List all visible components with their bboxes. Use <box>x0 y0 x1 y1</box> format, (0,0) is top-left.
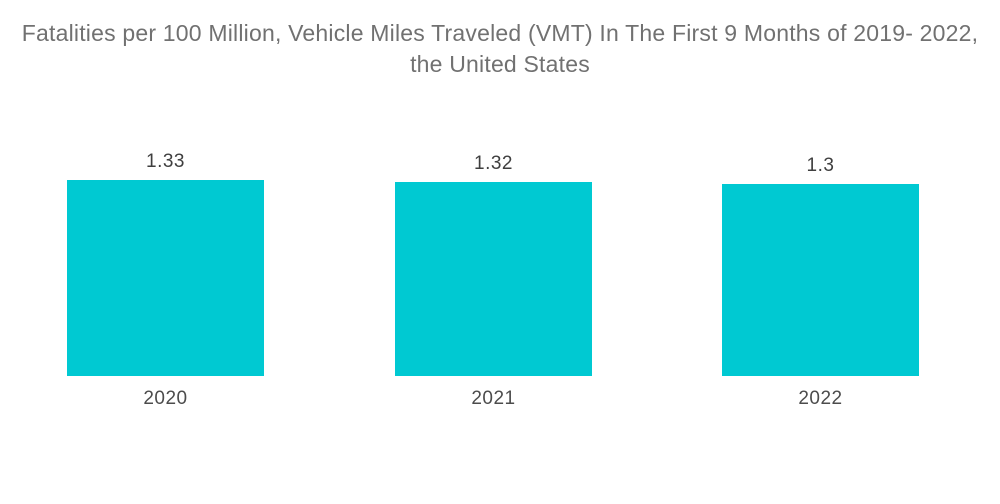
chart-title: Fatalities per 100 Million, Vehicle Mile… <box>0 18 1000 80</box>
chart-title-line2: the United States <box>410 51 590 77</box>
bar-value-label: 1.3 <box>806 155 835 177</box>
bar-2021 <box>395 181 592 376</box>
bar-group-2021: 1.32 2021 <box>395 0 592 409</box>
bar-group-2022: 1.3 2022 <box>722 0 919 409</box>
category-label: 2022 <box>798 388 843 409</box>
category-label: 2020 <box>143 388 188 409</box>
bar-group-2020: 1.33 2020 <box>67 0 264 409</box>
category-label: 2021 <box>471 388 516 409</box>
bar-2022 <box>722 184 919 376</box>
chart-title-line1: Fatalities per 100 Million, Vehicle Mile… <box>21 20 979 46</box>
bar-value-label: 1.32 <box>474 152 513 174</box>
bar-2020 <box>67 180 264 376</box>
bar-value-label: 1.33 <box>146 151 185 172</box>
